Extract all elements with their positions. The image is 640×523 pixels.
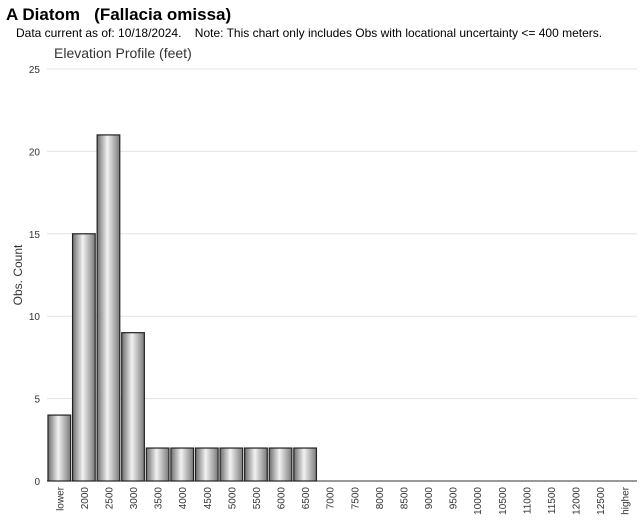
bar [96, 134, 121, 482]
x-tick-label: lower [55, 486, 66, 511]
x-tick-label: 6500 [301, 487, 312, 510]
y-tick-label: 20 [29, 147, 41, 158]
bar [219, 447, 244, 482]
x-tick-label: 9000 [424, 487, 435, 510]
x-tick-label: 3000 [129, 487, 140, 510]
x-tick-label: 5000 [227, 487, 238, 510]
x-tick-label: 8000 [375, 487, 386, 510]
x-tick-label: 5500 [252, 487, 263, 510]
y-tick-label: 5 [34, 395, 40, 406]
chart-title: Elevation Profile (feet) [54, 45, 192, 61]
x-tick-label: 3500 [154, 487, 165, 510]
x-tick-label: 11000 [522, 487, 533, 515]
x-tick-label: 10000 [473, 487, 484, 515]
x-tick-label: 12500 [596, 487, 607, 515]
y-axis-label: Obs. Count [11, 244, 25, 305]
bar [244, 447, 268, 482]
y-tick-label: 0 [34, 477, 40, 488]
x-tick-label: higher [621, 486, 632, 514]
x-tick-label: 4000 [178, 487, 189, 510]
x-tick-label: 10500 [498, 487, 509, 515]
x-tick-label: 4500 [203, 487, 214, 510]
bar [47, 414, 72, 482]
bar [145, 447, 170, 482]
bar [268, 447, 293, 482]
bar [293, 447, 318, 482]
y-tick-label: 15 [29, 230, 41, 241]
x-tick-label: 11500 [547, 487, 558, 515]
page-subtitle: Data current as of: 10/18/2024. Note: Th… [16, 26, 603, 40]
x-tick-label: 2000 [80, 487, 91, 510]
y-tick-label: 25 [29, 65, 41, 76]
x-tick-label: 2500 [104, 487, 115, 510]
y-tick-label: 10 [29, 312, 41, 323]
x-tick-label: 12000 [572, 487, 583, 515]
bar [121, 332, 145, 482]
bar [170, 447, 195, 482]
x-tick-label: 9500 [449, 487, 460, 510]
x-tick-label: 7500 [350, 487, 361, 510]
x-tick-label: 6000 [277, 487, 288, 510]
x-tick-label: 7000 [326, 487, 337, 510]
page-title: A Diatom (Fallacia omissa) [6, 5, 232, 24]
bar [71, 233, 96, 482]
x-tick-label: 8500 [399, 487, 410, 510]
bar [194, 447, 219, 482]
